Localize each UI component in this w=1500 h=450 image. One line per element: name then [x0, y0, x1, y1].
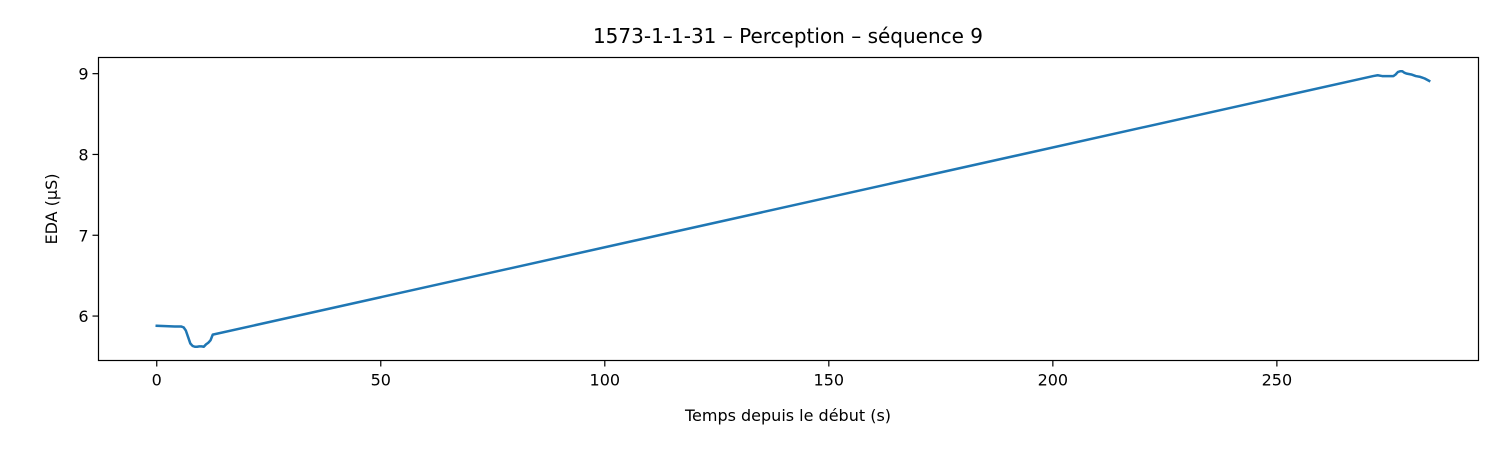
x-tick-label: 150 [814, 371, 845, 390]
x-tick-label: 100 [590, 371, 621, 390]
x-axis-label: Temps depuis le début (s) [684, 406, 891, 425]
x-tick-label: 50 [371, 371, 391, 390]
x-tick-label: 200 [1038, 371, 1069, 390]
y-tick-label: 6 [78, 307, 88, 326]
axes-frame [97, 56, 1480, 362]
y-axis-ticks: 6 7 8 9 [78, 65, 99, 326]
y-axis-label: EDA (µS) [42, 174, 61, 245]
x-axis-ticks: 0 50 100 150 200 250 [152, 360, 1293, 390]
eda-series-line-0 [155, 69, 1431, 349]
chart-title: 1573-1-1-31 – Perception – séquence 9 [593, 24, 983, 48]
x-tick-label: 0 [152, 371, 162, 390]
y-tick-label: 7 [78, 226, 88, 245]
x-tick-label: 250 [1262, 371, 1293, 390]
y-tick-label: 9 [78, 65, 88, 84]
plot-area [155, 69, 1431, 349]
y-tick-label: 8 [78, 145, 88, 164]
